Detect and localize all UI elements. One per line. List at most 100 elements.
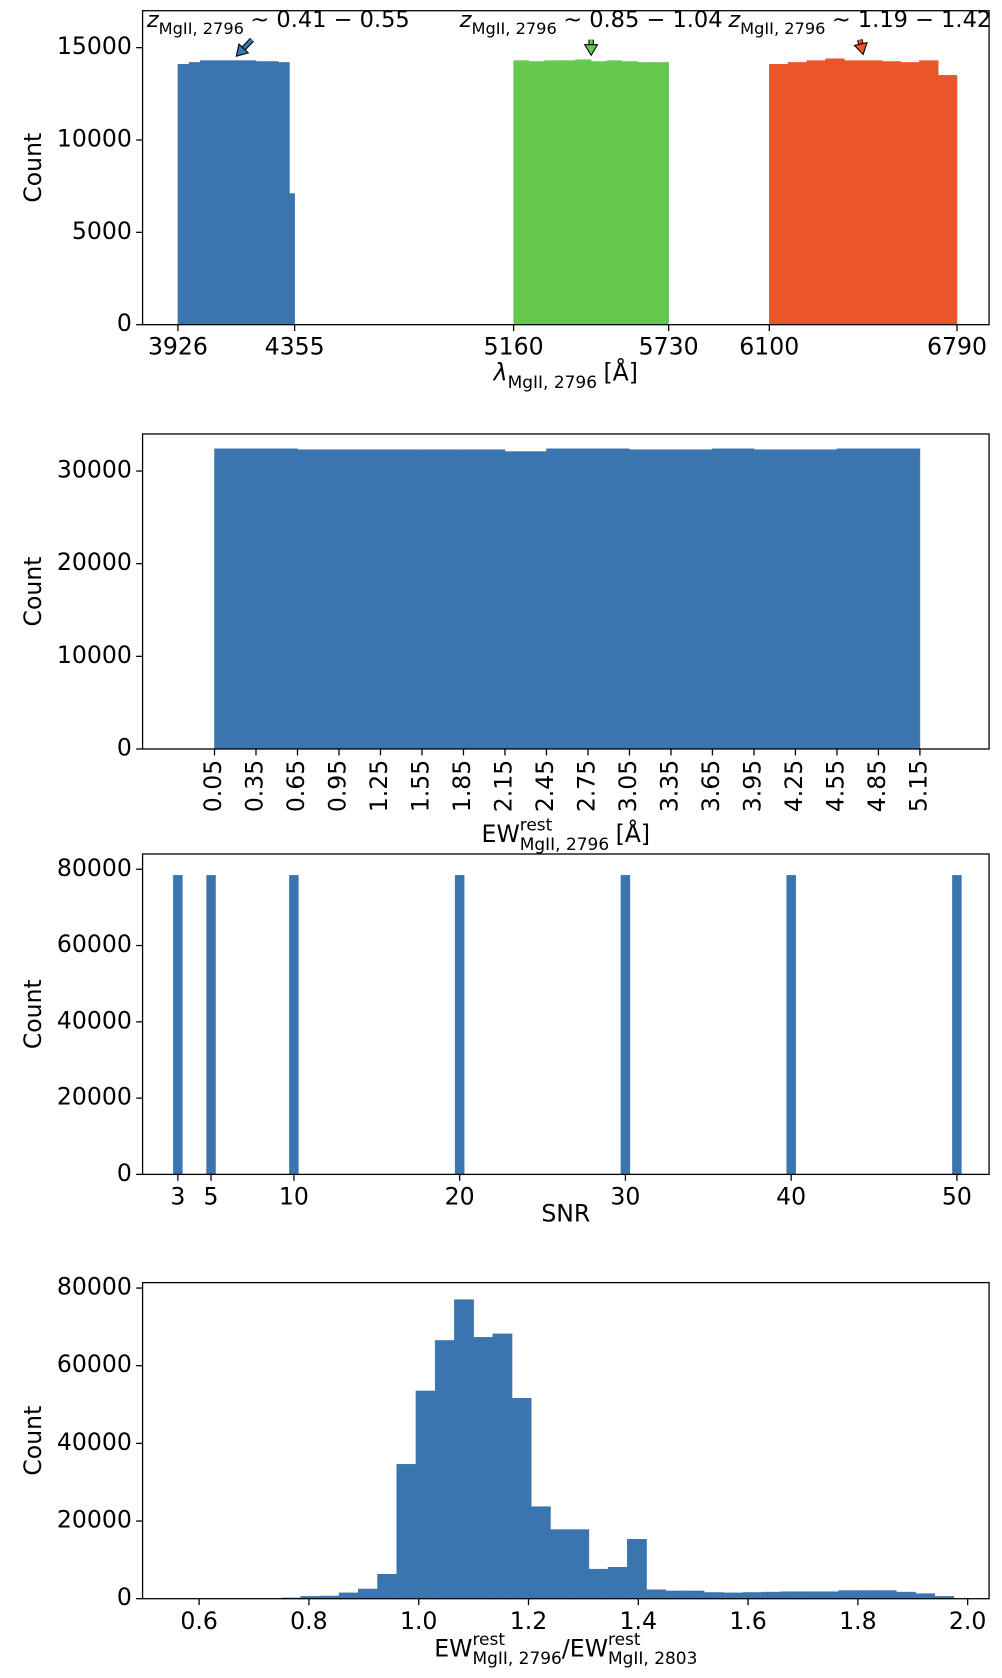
x-tick-label: 30 <box>610 1182 640 1210</box>
y-tick-label: 30000 <box>57 456 132 484</box>
y-tick-label: 20000 <box>57 548 132 576</box>
bar <box>415 1390 436 1599</box>
bar <box>289 875 299 1175</box>
y-tick-label: 60000 <box>57 930 132 958</box>
bar <box>878 448 921 750</box>
bar <box>255 61 268 325</box>
x-tick-label: 4.25 <box>780 760 808 812</box>
y-tick-label: 80000 <box>57 854 132 882</box>
y-tick-label: 0 <box>117 733 132 761</box>
x-axis-label-part: MgII, 2796 <box>520 835 609 855</box>
bar <box>806 60 826 325</box>
annotation-part: MgII, 2796 <box>471 19 556 38</box>
bar <box>211 60 223 325</box>
bar <box>646 1589 667 1599</box>
bar <box>421 449 464 750</box>
bar <box>825 58 845 325</box>
annotation-part: z <box>146 7 160 33</box>
bar <box>862 60 883 325</box>
x-tick-label: 1.6 <box>729 1607 766 1635</box>
axes-frame <box>141 10 990 326</box>
axes-frame <box>141 433 990 750</box>
bar <box>569 1529 590 1599</box>
y-tick-label: 40000 <box>57 1006 132 1034</box>
bar <box>606 60 623 325</box>
bar <box>575 59 592 325</box>
x-axis-label-part: rest <box>520 815 553 835</box>
x-tick-label: 2.45 <box>531 760 559 812</box>
x-tick-label: 0.95 <box>323 760 351 812</box>
x-axis-label-part: EW <box>570 1635 608 1663</box>
bar <box>530 1506 551 1599</box>
x-axis-label-part: [Å] <box>616 820 651 848</box>
axes-frame <box>141 853 990 1176</box>
x-tick-label: 2.75 <box>572 760 600 812</box>
bar <box>177 64 190 325</box>
bar <box>742 1592 763 1599</box>
x-axis-label-part: MgII, 2796 <box>508 373 597 393</box>
annotation-arrowhead <box>853 41 868 56</box>
bar <box>590 61 607 325</box>
bar <box>857 1590 878 1599</box>
x-axis-label-part: EW <box>482 820 520 848</box>
bar <box>358 1588 378 1599</box>
bar <box>528 61 545 325</box>
bar <box>937 75 958 325</box>
bar <box>377 1573 398 1599</box>
bar <box>761 1591 782 1599</box>
x-tick-label: 1.0 <box>400 1607 437 1635</box>
x-tick-label: 1.85 <box>448 760 476 812</box>
bar <box>952 875 962 1175</box>
x-axis-label-part: rest <box>472 1630 505 1650</box>
bar <box>844 60 864 325</box>
x-tick-label: 4.55 <box>821 760 849 812</box>
x-tick-label: 3.65 <box>697 760 725 812</box>
x-tick-label: 3 <box>170 1182 185 1210</box>
y-tick-label: 20000 <box>57 1083 132 1111</box>
x-tick-label: 0.6 <box>180 1607 217 1635</box>
y-tick-label: 60000 <box>57 1350 132 1378</box>
bar <box>723 1592 743 1599</box>
bar <box>338 449 381 750</box>
bar <box>513 60 530 325</box>
bar <box>627 1539 647 1599</box>
bar <box>544 60 561 325</box>
x-axis-label: SNR <box>541 1200 590 1228</box>
x-axis-label-part: EW <box>434 1635 472 1663</box>
x-tick-label: 3.35 <box>655 760 683 812</box>
bar <box>550 1529 570 1599</box>
bar <box>919 60 939 325</box>
bar <box>173 875 183 1175</box>
bar <box>836 448 879 750</box>
x-axis-label-part: SNR <box>541 1200 590 1228</box>
x-tick-label: 0.05 <box>199 760 227 812</box>
y-axis-label: Count <box>19 979 47 1049</box>
y-tick-label: 10000 <box>57 641 132 669</box>
x-axis-label-part: rest <box>608 1630 641 1650</box>
bar <box>255 448 298 750</box>
bar <box>621 61 638 325</box>
bar <box>703 1592 724 1599</box>
axes-frame <box>141 1281 990 1600</box>
annotation-part: z <box>459 7 473 33</box>
bar <box>670 449 713 750</box>
bar <box>876 1590 897 1599</box>
annotation-part: MgII, 2796 <box>159 19 244 38</box>
x-tick-label: 3.05 <box>614 760 642 812</box>
bar <box>712 448 755 750</box>
y-axis-label: Count <box>19 133 47 203</box>
x-tick-label: 3.95 <box>738 760 766 812</box>
bar <box>297 449 340 750</box>
x-tick-label: 1.8 <box>839 1607 876 1635</box>
y-tick-label: 0 <box>117 309 132 337</box>
annotation: z MgII, 2796 ~ 1.19 − 1.42 <box>727 7 991 38</box>
x-tick-label: 6790 <box>927 333 987 361</box>
y-tick-label: 20000 <box>57 1506 132 1534</box>
bar <box>786 875 796 1175</box>
x-tick-label: 0.35 <box>240 760 268 812</box>
annotation-arrowhead <box>583 44 599 57</box>
bar <box>587 448 630 750</box>
bar <box>222 60 234 325</box>
